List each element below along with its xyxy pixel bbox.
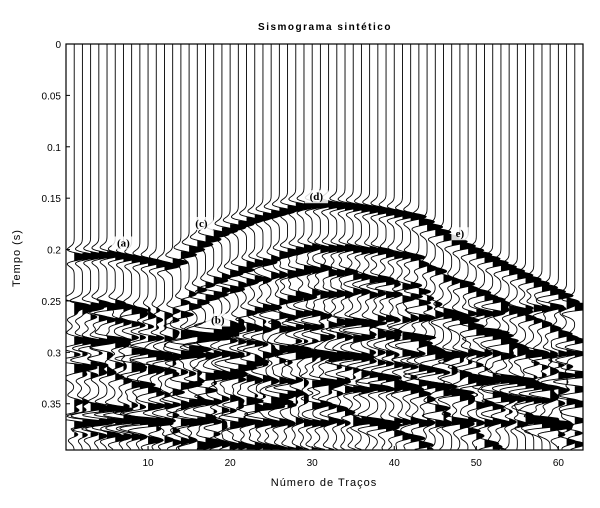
trace-23 xyxy=(242,44,271,450)
y-tick-label: 0.35 xyxy=(42,400,62,411)
trace-3 xyxy=(70,44,114,450)
annotation-bg xyxy=(111,236,136,250)
annotation-bg xyxy=(304,190,329,204)
trace-17 xyxy=(182,44,231,450)
trace-6 xyxy=(100,44,134,450)
annotation-label: (d) xyxy=(310,191,324,203)
y-tick-label: 0.1 xyxy=(47,143,61,154)
trace-1 xyxy=(66,44,98,450)
y-tick-label: 0.2 xyxy=(47,246,61,257)
x-tick-label: 50 xyxy=(471,458,483,469)
y-tick-label: 0 xyxy=(55,40,61,51)
trace-39 xyxy=(370,44,403,450)
x-tick-label: 40 xyxy=(389,458,401,469)
trace-60 xyxy=(540,44,579,450)
trace-37 xyxy=(354,44,396,450)
y-tick-label: 0.3 xyxy=(47,348,61,359)
trace-42 xyxy=(395,44,437,450)
plot-frame xyxy=(65,43,584,451)
annotation-label: (a) xyxy=(117,237,130,249)
x-tick-label: 30 xyxy=(307,458,319,469)
trace-21 xyxy=(221,44,264,450)
trace-20 xyxy=(214,44,248,450)
annotation-bg xyxy=(451,227,469,241)
trace-16 xyxy=(179,44,222,450)
trace-45 xyxy=(417,44,458,450)
x-tick-label: 60 xyxy=(553,458,565,469)
trace-14 xyxy=(163,44,207,450)
chart-title: Sismograma sintético xyxy=(258,22,392,33)
x-tick-label: 20 xyxy=(225,458,237,469)
y-tick-label: 0.05 xyxy=(42,91,62,102)
x-axis-title: Número de Traços xyxy=(271,477,377,489)
trace-2 xyxy=(66,44,107,450)
y-axis-title: Tempo (s) xyxy=(11,229,23,287)
trace-62 xyxy=(552,44,583,450)
trace-11 xyxy=(142,44,176,450)
trace-40 xyxy=(381,44,411,450)
trace-5 xyxy=(89,44,133,450)
trace-wiggles xyxy=(66,44,583,450)
trace-46 xyxy=(431,44,466,450)
trace-13 xyxy=(162,44,189,450)
annotation-bg xyxy=(206,313,230,327)
annotation-label: (b) xyxy=(211,315,225,327)
trace-19 xyxy=(210,44,242,450)
trace-24 xyxy=(244,44,286,450)
trace-55 xyxy=(499,44,540,450)
y-tick-label: 0.25 xyxy=(42,297,62,308)
event-annotations: (a) (c) (d) e) (b) xyxy=(111,190,469,327)
x-tick-label: 10 xyxy=(143,458,155,469)
y-tick-label: 0.15 xyxy=(42,194,62,205)
trace-47 xyxy=(437,44,476,450)
annotation-bg xyxy=(189,216,214,230)
annotation-label: (c) xyxy=(195,218,208,230)
trace-48 xyxy=(447,44,480,450)
trace-12 xyxy=(151,44,181,450)
trace-4 xyxy=(81,44,121,450)
axis-ticks: 0 0.05 0.1 0.15 0.2 0.25 0.3 0.35 10 20 30 40 50 60 xyxy=(42,40,565,469)
annotation-label: e) xyxy=(456,228,465,240)
